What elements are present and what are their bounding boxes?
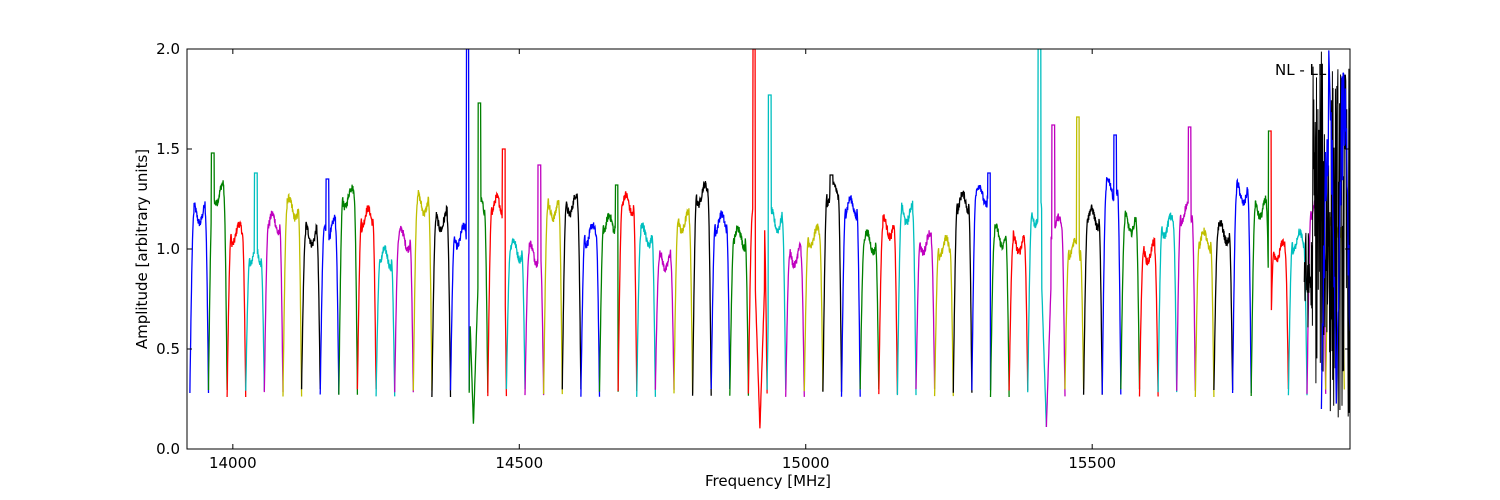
subband-series bbox=[691, 180, 712, 396]
y-tick-label: 1.0 bbox=[156, 240, 180, 258]
subband-series bbox=[1269, 130, 1290, 390]
subband-series bbox=[840, 195, 861, 397]
y-tick-label: 2.0 bbox=[156, 40, 180, 58]
subband-series bbox=[375, 245, 396, 397]
subband-series bbox=[468, 102, 489, 424]
subband-series bbox=[1231, 177, 1252, 394]
subband-series bbox=[1008, 230, 1029, 391]
subband-series bbox=[766, 94, 787, 390]
subband-series bbox=[803, 223, 824, 392]
subband-series bbox=[785, 241, 805, 397]
y-tick-label: 0.5 bbox=[156, 340, 180, 358]
subband-series bbox=[542, 198, 563, 395]
subband-series bbox=[654, 249, 675, 390]
subband-series bbox=[1027, 49, 1048, 428]
subband-series bbox=[207, 152, 228, 391]
subband-series bbox=[505, 237, 526, 390]
subband-series bbox=[189, 201, 210, 394]
noisy-tail-series bbox=[1303, 51, 1350, 418]
subband-series bbox=[356, 205, 377, 390]
subband-series bbox=[338, 184, 359, 395]
tail-blue-series bbox=[1320, 50, 1350, 410]
subband-series bbox=[412, 189, 433, 391]
subband-series bbox=[1250, 130, 1270, 397]
subband-series bbox=[1138, 236, 1159, 397]
subband-series bbox=[1120, 210, 1141, 390]
subband-series bbox=[933, 234, 954, 397]
x-tick-label: 14500 bbox=[495, 454, 543, 472]
data-series-layer bbox=[189, 49, 1350, 429]
subband-series bbox=[1287, 228, 1308, 396]
subband-series bbox=[263, 210, 284, 393]
subband-series bbox=[580, 222, 601, 397]
subband-series bbox=[1045, 124, 1066, 428]
x-tick-label: 14000 bbox=[209, 454, 257, 472]
subband-series bbox=[673, 208, 694, 394]
subband-series bbox=[226, 220, 247, 398]
subband-series bbox=[598, 184, 619, 392]
subband-series bbox=[300, 221, 321, 390]
subband-series bbox=[989, 223, 1010, 398]
subband-series bbox=[859, 229, 880, 390]
subband-series bbox=[524, 164, 545, 396]
subband-series bbox=[282, 192, 303, 397]
subband-series bbox=[822, 174, 843, 392]
subband-series bbox=[1194, 227, 1215, 398]
subband-series bbox=[1064, 116, 1085, 390]
subband-series bbox=[747, 49, 768, 429]
subband-series bbox=[394, 225, 414, 393]
y-tick-label: 0.0 bbox=[156, 440, 180, 458]
subband-series bbox=[952, 190, 973, 393]
subband-series bbox=[915, 230, 936, 390]
subband-series bbox=[561, 193, 582, 390]
subband-series bbox=[431, 204, 452, 398]
x-tick-label: 15500 bbox=[1068, 454, 1116, 472]
subband-series bbox=[729, 224, 750, 396]
y-tick-label: 1.5 bbox=[156, 140, 180, 158]
subband-series bbox=[1101, 134, 1122, 395]
subband-series bbox=[449, 49, 470, 391]
subband-series bbox=[710, 210, 731, 390]
y-axis-label: Amplitude [arbitrary units] bbox=[133, 149, 151, 349]
subband-series bbox=[971, 172, 992, 391]
subband-series bbox=[319, 178, 340, 395]
subband-series bbox=[1176, 126, 1196, 391]
axis-ticks: 14000 14500 15000 15500 0.0 0.5 1.0 1.5 2.0 bbox=[156, 40, 1350, 472]
subband-series bbox=[1213, 220, 1234, 391]
subband-series bbox=[617, 191, 638, 392]
subband-series bbox=[487, 148, 508, 397]
subband-series bbox=[1082, 204, 1103, 395]
subband-series bbox=[636, 222, 657, 397]
subband-series bbox=[896, 200, 917, 396]
x-axis-label: Frequency [MHz] bbox=[705, 472, 831, 490]
x-tick-label: 15000 bbox=[782, 454, 830, 472]
subband-series bbox=[1157, 212, 1178, 393]
subband-series bbox=[878, 214, 899, 395]
chart-annotation: NL - LL bbox=[1275, 61, 1327, 79]
subband-series bbox=[245, 172, 265, 391]
